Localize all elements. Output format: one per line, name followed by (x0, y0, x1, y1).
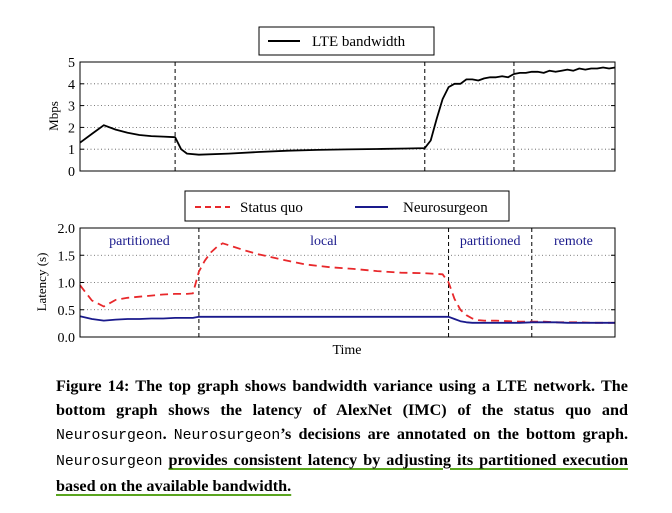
status-quo-legend-label: Status quo (240, 200, 303, 216)
neurosurgeon-line (79, 315, 615, 324)
lte-bandwidth-line (79, 66, 616, 156)
bandwidth-tick-label: 5 (68, 56, 75, 71)
latency-tick-label: 1.5 (58, 249, 76, 264)
bandwidth-tick-label: 1 (68, 143, 75, 158)
neurosurgeon-legend-label: Neurosurgeon (403, 200, 488, 216)
latency-y-ticks: 0.0 0.5 1.0 1.5 2.0 (58, 222, 615, 346)
caption-highlight: provides consistent latency by adjusting… (56, 451, 629, 495)
figure: 0 1 2 3 4 5 Mbps LTE bandwidth partitioned loc… (34, 26, 616, 358)
figure-caption: Figure 14: The top graph shows bandwidth… (56, 374, 628, 498)
latency-tick-label: 0.0 (58, 331, 76, 346)
region-label-partitioned: partitioned (109, 234, 170, 249)
bandwidth-tick-label: 3 (68, 100, 75, 115)
latency-legend: Status quo Neurosurgeon (184, 190, 510, 222)
caption-text: ’s decisions are annotated on the bottom… (280, 425, 628, 443)
latency-chart: partitioned local partitioned remote 0.0 0.5… (34, 190, 616, 358)
bandwidth-tick-label: 4 (68, 78, 75, 93)
latency-series (79, 242, 615, 324)
latency-tick-label: 2.0 (58, 222, 76, 237)
bandwidth-grid (80, 83, 615, 150)
bandwidth-chart: 0 1 2 3 4 5 Mbps LTE bandwidth (46, 26, 616, 180)
bandwidth-tick-label: 2 (68, 121, 75, 136)
bandwidth-dividers (174, 62, 515, 171)
caption-code: Neurosurgeon (56, 428, 163, 444)
region-label-remote: remote (554, 234, 593, 249)
region-label-local: local (310, 234, 337, 249)
region-label-partitioned: partitioned (460, 234, 521, 249)
latency-y-axis-label: Latency (s) (34, 253, 49, 312)
caption-code: Neurosurgeon (173, 428, 281, 444)
bandwidth-tick-label: 0 (68, 165, 75, 180)
latency-tick-label: 1.0 (58, 277, 76, 292)
bandwidth-legend: LTE bandwidth (258, 26, 435, 56)
bandwidth-y-ticks: 0 1 2 3 4 5 (68, 56, 615, 180)
latency-grid (80, 254, 615, 311)
status-quo-line (79, 242, 615, 324)
bandwidth-legend-label: LTE bandwidth (312, 34, 406, 50)
caption-code: Neurosurgeon (56, 454, 163, 470)
latency-region-labels: partitioned local partitioned remote (109, 234, 593, 249)
caption-text: . (162, 425, 174, 443)
bandwidth-y-axis-label: Mbps (46, 101, 61, 131)
bandwidth-plot-frame (79, 61, 616, 172)
caption-text: Figure 14: The top graph shows bandwidth… (56, 377, 628, 419)
bandwidth-series (79, 66, 616, 156)
latency-legend-box (184, 190, 510, 222)
latency-tick-label: 0.5 (58, 304, 76, 319)
latency-x-axis-label: Time (332, 343, 361, 358)
